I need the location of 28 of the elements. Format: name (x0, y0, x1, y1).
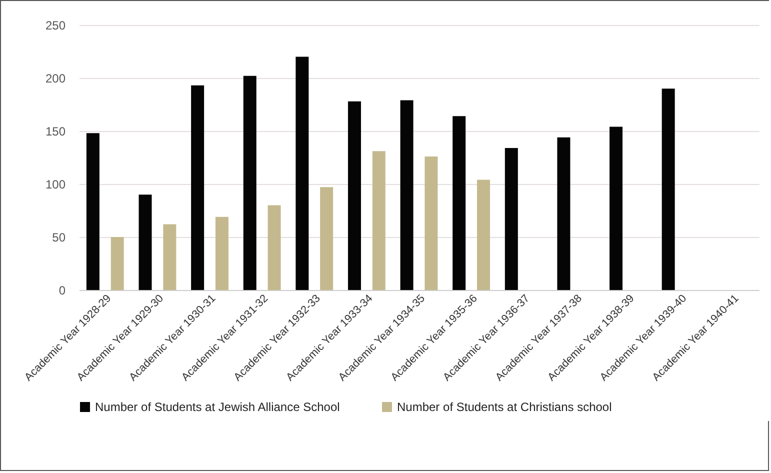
bar (477, 180, 490, 290)
y-tick-label: 50 (52, 230, 66, 244)
bar (504, 148, 518, 290)
bar (557, 137, 570, 290)
bar (610, 126, 623, 290)
y-tick-label: 0 (58, 284, 66, 298)
bar (372, 151, 386, 290)
y-tick-label: 200 (45, 72, 66, 86)
legend-label: Number of Students at Jewish Alliance School (95, 400, 340, 414)
bar (320, 187, 334, 290)
bar (191, 85, 204, 290)
bar (348, 101, 361, 290)
bar (424, 156, 438, 290)
bar (268, 205, 281, 290)
bar (662, 88, 675, 290)
bar (215, 216, 228, 290)
y-tick-label: 100 (45, 178, 66, 192)
y-tick-label: 150 (45, 124, 66, 138)
bar (110, 237, 124, 290)
bar (452, 116, 466, 290)
y-tick-label: 250 (45, 18, 66, 32)
bar (400, 100, 414, 290)
bar (163, 224, 176, 290)
bar (243, 76, 256, 290)
bar (86, 133, 100, 290)
legend-label: Number of Students at Christians school (397, 400, 612, 414)
bar (296, 56, 309, 290)
bar (138, 194, 152, 290)
